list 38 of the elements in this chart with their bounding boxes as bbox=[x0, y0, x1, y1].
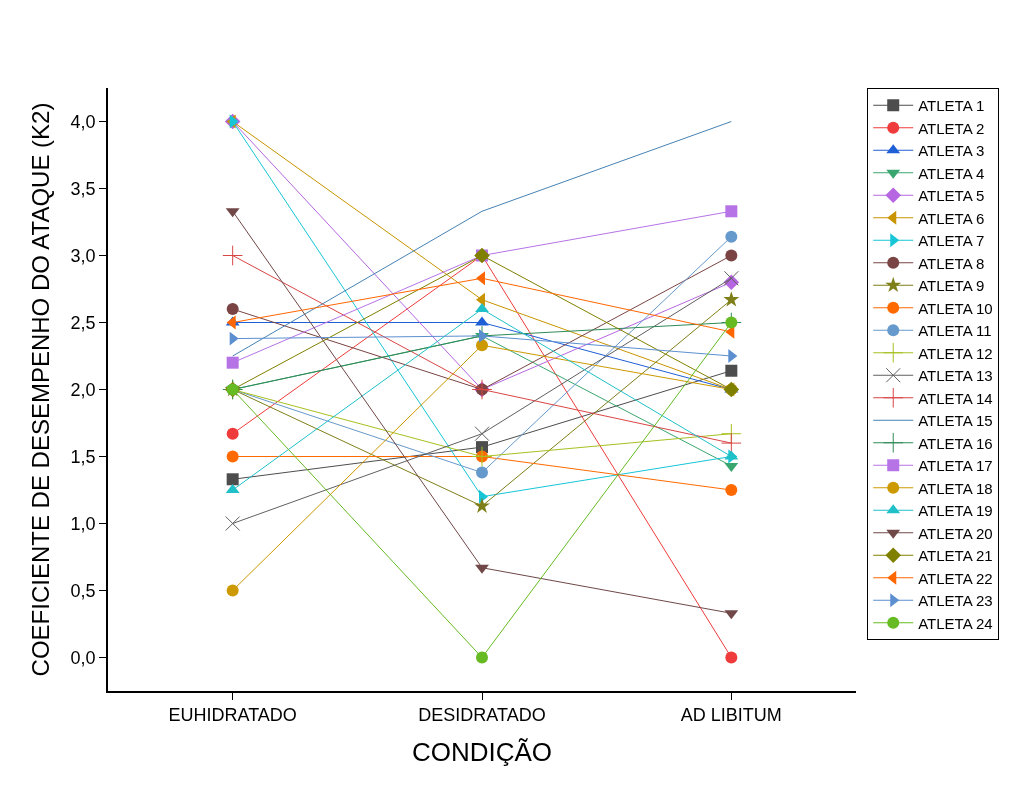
legend-label: ATLETA 19 bbox=[918, 502, 993, 520]
x-tick-label: EUHIDRATADO bbox=[168, 705, 297, 726]
legend-label: ATLETA 11 bbox=[918, 322, 992, 340]
y-tick-label: 2,0 bbox=[70, 379, 96, 400]
legend-label: ATLETA 15 bbox=[918, 412, 993, 430]
legend-label: ATLETA 13 bbox=[918, 367, 993, 385]
y-tick-label: 2,5 bbox=[70, 312, 96, 333]
y-tick-label: 3,0 bbox=[70, 245, 96, 266]
legend-label: ATLETA 1 bbox=[918, 97, 985, 115]
x-axis-title: CONDIÇÃO bbox=[411, 736, 553, 767]
legend-label: ATLETA 12 bbox=[918, 344, 993, 362]
legend-label: ATLETA 3 bbox=[918, 142, 985, 160]
legend-label: ATLETA 21 bbox=[918, 547, 993, 565]
legend-label: ATLETA 2 bbox=[918, 119, 985, 137]
legend-label: ATLETA 4 bbox=[918, 164, 985, 182]
legend-label: ATLETA 16 bbox=[918, 434, 993, 452]
legend-label: ATLETA 14 bbox=[918, 389, 993, 407]
legend-label: ATLETA 5 bbox=[918, 187, 985, 205]
legend-label: ATLETA 17 bbox=[918, 457, 993, 475]
y-tick-label: 3,5 bbox=[70, 178, 96, 199]
legend-label: ATLETA 6 bbox=[918, 209, 985, 227]
y-tick-label: 4,0 bbox=[70, 111, 96, 132]
x-tick-label: AD LIBITUM bbox=[680, 705, 782, 726]
legend-label: ATLETA 8 bbox=[918, 254, 985, 272]
legend-label: ATLETA 22 bbox=[918, 569, 993, 587]
x-tick-label: DESIDRATADO bbox=[418, 705, 546, 726]
legend-label: ATLETA 10 bbox=[918, 299, 993, 317]
legend-label: ATLETA 24 bbox=[918, 614, 993, 632]
legend-label: ATLETA 18 bbox=[918, 479, 993, 497]
legend-label: ATLETA 9 bbox=[918, 277, 985, 295]
y-axis-title: COEFICIENTE DE DESEMPENHO DO ATAQUE (K2) bbox=[27, 102, 55, 677]
legend-label: ATLETA 20 bbox=[918, 524, 993, 542]
legend-label: ATLETA 7 bbox=[918, 232, 985, 250]
y-tick-label: 0,0 bbox=[70, 647, 96, 668]
y-tick-label: 1,5 bbox=[70, 446, 96, 467]
y-tick-label: 1,0 bbox=[70, 513, 96, 534]
y-tick-label: 0,5 bbox=[70, 580, 96, 601]
legend-label: ATLETA 23 bbox=[918, 592, 993, 610]
